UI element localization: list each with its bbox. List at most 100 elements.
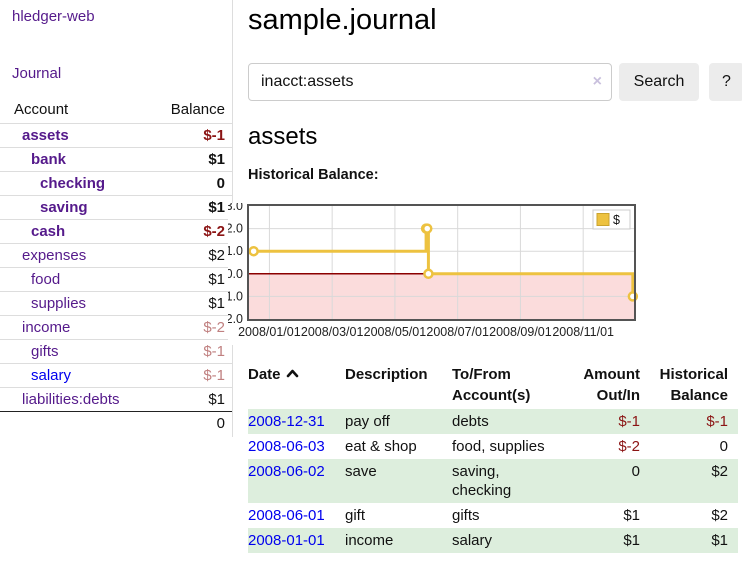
account-balance: $-1 (203, 342, 225, 361)
transaction-date-link[interactable]: 2008-06-01 (248, 507, 325, 524)
register-balance-cell: $2 (640, 459, 738, 503)
search-form: × Search ? (248, 63, 742, 101)
register-accounts-cell: saving, checking (452, 459, 564, 503)
register-description-cell: save (345, 459, 452, 503)
svg-text:-1.0: -1.0 (228, 289, 243, 303)
register-balance-cell: $2 (640, 503, 738, 528)
register-date-cell: 2008-12-31 (248, 409, 345, 434)
register-accounts-cell: food, supplies (452, 434, 564, 459)
register-row: 2008-06-03eat & shopfood, supplies$-20 (248, 434, 738, 459)
register-date-cell: 2008-06-02 (248, 459, 345, 503)
svg-text:1.0: 1.0 (228, 244, 243, 258)
account-link[interactable]: cash (0, 222, 65, 241)
account-link[interactable]: expenses (0, 246, 86, 265)
account-row: assets $-1 (0, 123, 232, 147)
register-col-amount: Amount Out/In (564, 361, 640, 409)
sidebar: hledger-web Journal Account Balance asse… (0, 0, 233, 437)
account-link[interactable]: gifts (0, 342, 59, 361)
page-title: sample.journal (248, 4, 742, 37)
register-row: 2008-06-02 savesaving, checking0$2 (248, 459, 738, 503)
register-date-cell: 2008-06-03 (248, 434, 345, 459)
register-balance-cell: $-1 (640, 409, 738, 434)
register-amount-cell: 0 (564, 459, 640, 503)
clear-search-icon[interactable]: × (593, 72, 602, 92)
transaction-date-link[interactable]: 2008-06-02 (248, 463, 325, 480)
account-link[interactable]: salary (0, 366, 71, 385)
svg-text:2008/07/01: 2008/07/01 (426, 325, 489, 339)
search-box: × (248, 63, 612, 101)
register-description-cell: gift (345, 503, 452, 528)
account-balance: $-2 (203, 222, 225, 241)
register-description-cell: income (345, 528, 452, 553)
svg-text:2008/01/01: 2008/01/01 (238, 325, 301, 339)
account-link[interactable]: liabilities:debts (0, 390, 120, 409)
register-row: 2008-12-31pay offdebts$-1$-1 (248, 409, 738, 434)
account-row: supplies$1 (0, 291, 232, 315)
svg-text:2008/05/01: 2008/05/01 (364, 325, 427, 339)
search-button[interactable]: Search (619, 63, 699, 101)
balance-chart: 3.0 2.0 1.0 0.0 -1.0 -2.02008/01/012008/03/01… (228, 203, 642, 345)
svg-text:0.0: 0.0 (228, 267, 243, 281)
svg-text:$: $ (613, 213, 620, 227)
accounts-table-header: Account Balance (0, 98, 232, 123)
account-balance: $1 (208, 198, 225, 217)
account-balance: $-1 (203, 126, 225, 145)
register-col-accounts: To/From Account(s) (452, 361, 564, 409)
register-description-cell: eat & shop (345, 434, 452, 459)
main-content: sample.journal × Search ? assets Histori… (233, 0, 742, 582)
chart-legend: $ (593, 210, 630, 229)
account-link[interactable]: bank (0, 150, 66, 169)
accounts-col-balance: Balance (171, 101, 225, 119)
register-balance-cell: $1 (640, 528, 738, 553)
svg-text:2.0: 2.0 (228, 222, 243, 236)
account-link[interactable]: food (0, 270, 60, 289)
transaction-date-link[interactable]: 2008-06-03 (248, 438, 325, 455)
account-link[interactable]: assets (0, 126, 69, 145)
transaction-date-link[interactable]: 2008-12-31 (248, 413, 325, 430)
svg-text:2008/03/01: 2008/03/01 (301, 325, 364, 339)
account-row: income $-2 (0, 315, 232, 339)
account-link[interactable]: supplies (0, 294, 86, 313)
account-balance: $1 (208, 390, 225, 409)
hledger-web-app: hledger-web Journal Account Balance asse… (0, 0, 742, 582)
register-date-cell: 2008-06-01 (248, 503, 345, 528)
sidebar-item-journal[interactable]: Journal (12, 65, 232, 82)
account-row: salary $-1 (0, 363, 232, 387)
register-accounts-cell: gifts (452, 503, 564, 528)
account-balance: $-1 (203, 366, 225, 385)
register-row: 2008-01-01incomesalary$1$1 (248, 528, 738, 553)
account-balance: $2 (208, 246, 225, 265)
app-title-link[interactable]: hledger-web (12, 8, 232, 25)
register-amount-cell: $-2 (564, 434, 640, 459)
account-balance: $-2 (203, 318, 225, 337)
register-description-cell: pay off (345, 409, 452, 434)
accounts-col-account: Account (14, 101, 68, 119)
sort-ascending-icon (286, 369, 299, 378)
account-link[interactable]: checking (0, 174, 105, 193)
register-col-date-label: Date (248, 366, 281, 383)
balance-chart-svg: 3.0 2.0 1.0 0.0 -1.0 -2.02008/01/012008/03/01… (228, 203, 642, 345)
search-input[interactable] (248, 63, 612, 101)
svg-text:2008/09/01: 2008/09/01 (489, 325, 552, 339)
register-col-balance: Historical Balance (640, 361, 738, 409)
account-balance: 0 (217, 174, 225, 193)
register-date-cell: 2008-01-01 (248, 528, 345, 553)
svg-text:3.0: 3.0 (228, 203, 243, 213)
register-col-date[interactable]: Date (248, 361, 345, 409)
transaction-date-link[interactable]: 2008-01-01 (248, 532, 325, 549)
help-button[interactable]: ? (709, 63, 742, 101)
chart-title: Historical Balance: (248, 167, 742, 183)
accounts-table: Account Balance assets $-1 bank $1 checking 0… (0, 98, 232, 435)
register-table: Date Description To/From Account(s) Amou… (248, 361, 738, 553)
svg-text:2008/11/01: 2008/11/01 (552, 325, 614, 339)
svg-text:-2.0: -2.0 (228, 312, 243, 326)
account-row: food$1 (0, 267, 232, 291)
account-row: cash $-2 (0, 219, 232, 243)
accounts-total-row: 0 (0, 411, 232, 435)
register-accounts-cell: debts (452, 409, 564, 434)
account-link[interactable]: saving (0, 198, 88, 217)
register-amount-cell: $1 (564, 503, 640, 528)
register-amount-cell: $1 (564, 528, 640, 553)
account-link[interactable]: income (0, 318, 70, 337)
account-row: saving $1 (0, 195, 232, 219)
